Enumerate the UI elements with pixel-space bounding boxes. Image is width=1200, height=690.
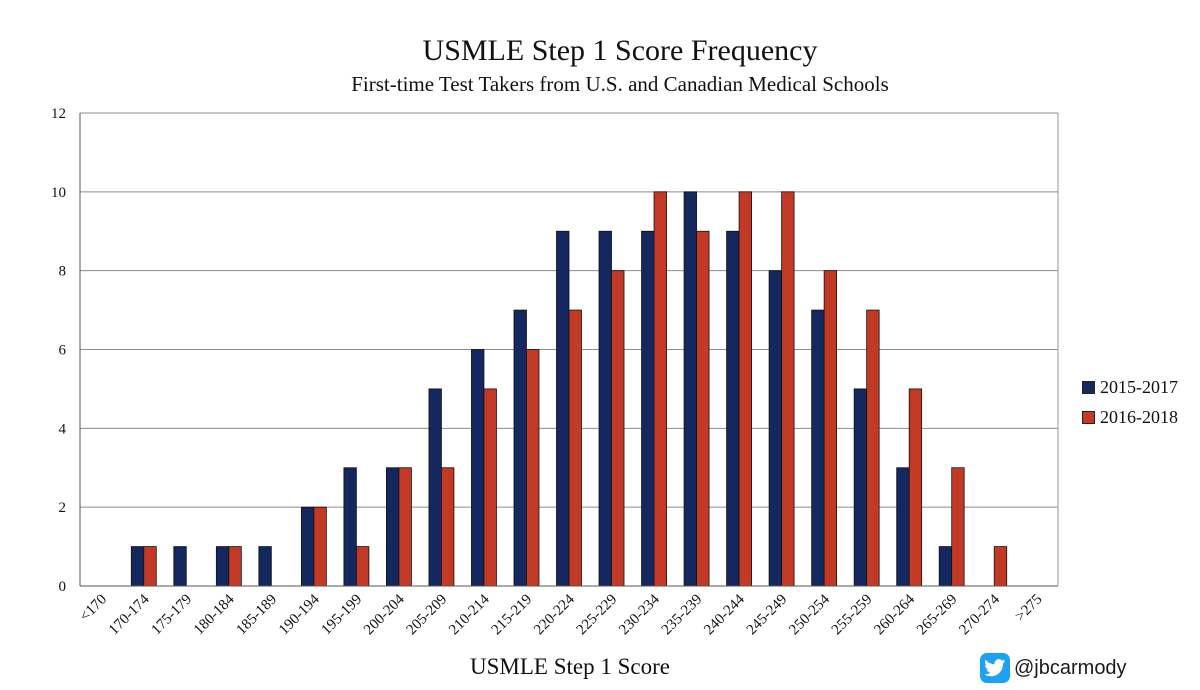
bar-1-12	[598, 230, 612, 587]
chart-title: USMLE Step 1 Score Frequency	[422, 34, 818, 67]
x-tick-label: 235-239	[659, 592, 706, 639]
bar-1-7	[386, 467, 400, 587]
x-tick-label: 250-254	[786, 591, 833, 638]
legend: 2015-2017 2016-2018	[1082, 372, 1178, 432]
x-axis-ticks: <170170-174175-179180-184185-189190-1941…	[77, 591, 1046, 638]
x-tick-label: 245-249	[744, 592, 791, 639]
bars	[130, 191, 1008, 587]
bar-2-20	[951, 467, 965, 587]
bar-1-5	[300, 506, 315, 587]
bar-1-10	[513, 309, 527, 587]
bar-2-8	[441, 467, 455, 587]
bar-2-14	[696, 230, 710, 587]
twitter-bird-icon	[980, 653, 1010, 683]
x-tick-label: 210-214	[446, 591, 493, 638]
x-tick-label: 255-259	[829, 592, 876, 639]
bar-2-19	[908, 388, 923, 587]
bar-1-17	[811, 309, 825, 587]
y-tick-label: 4	[59, 421, 67, 437]
x-tick-label: 265-269	[914, 592, 961, 639]
x-tick-label: 240-244	[701, 591, 748, 638]
axes	[79, 113, 1059, 587]
x-tick-label: 180-184	[191, 591, 238, 638]
bar-1-2	[173, 546, 187, 587]
bar-2-3	[228, 546, 242, 587]
bar-1-8	[428, 388, 442, 587]
bar-2-13	[653, 191, 667, 587]
legend-label-series-2: 2016-2018	[1100, 406, 1178, 427]
bar-1-18	[853, 388, 868, 587]
x-tick-label: 175-179	[148, 592, 195, 639]
bar-2-17	[823, 270, 838, 587]
bar-1-15	[726, 230, 740, 587]
bar-1-11	[556, 230, 570, 587]
x-tick-label: 220-224	[531, 591, 578, 638]
bar-1-19	[896, 467, 910, 587]
bar-1-1	[130, 546, 145, 587]
x-tick-label: <170	[77, 592, 110, 625]
legend-item-series-1: 2015-2017	[1082, 372, 1178, 402]
bar-2-1	[143, 546, 157, 587]
x-tick-label: 205-209	[404, 592, 451, 639]
x-tick-label: 215-219	[489, 592, 536, 639]
x-tick-label: 225-229	[574, 592, 621, 639]
x-tick-label: 260-264	[871, 591, 918, 638]
x-tick-label: 200-204	[361, 591, 408, 638]
bar-1-9	[471, 349, 485, 587]
bar-1-3	[215, 546, 230, 587]
bar-2-6	[355, 546, 370, 587]
chart-subtitle: First-time Test Takers from U.S. and Can…	[351, 72, 889, 96]
legend-label-series-1: 2015-2017	[1100, 376, 1178, 397]
bar-2-10	[526, 349, 540, 587]
y-tick-label: 2	[59, 500, 67, 516]
bar-1-6	[343, 467, 357, 587]
bar-1-20	[938, 546, 953, 587]
y-tick-label: 10	[51, 185, 66, 201]
bar-2-15	[738, 191, 752, 587]
bar-2-16	[781, 191, 795, 587]
bar-2-18	[866, 309, 880, 587]
bar-2-9	[483, 388, 497, 587]
x-tick-label: 230-234	[616, 591, 663, 638]
x-tick-label: 170-174	[106, 591, 153, 638]
x-tick-label: 190-194	[276, 591, 323, 638]
y-tick-label: 12	[51, 106, 66, 122]
bar-2-21	[993, 546, 1008, 587]
x-tick-label: 185-189	[234, 592, 281, 639]
bar-2-7	[398, 467, 412, 587]
y-tick-label: 6	[59, 343, 67, 359]
x-tick-label: 195-199	[319, 592, 366, 639]
author-handle: @jbcarmody	[1014, 656, 1127, 679]
y-tick-label: 8	[59, 264, 67, 280]
x-axis-title: USMLE Step 1 Score	[470, 654, 670, 679]
bar-2-11	[568, 309, 582, 587]
bar-2-12	[611, 270, 625, 587]
x-tick-label: >275	[1012, 592, 1045, 625]
bar-1-4	[258, 546, 272, 587]
bar-1-16	[768, 270, 783, 587]
legend-swatch-series-1	[1082, 380, 1095, 394]
y-axis-ticks: 0 2 4 6 8 10 12	[51, 106, 67, 595]
x-tick-label: 270-274	[956, 591, 1003, 638]
legend-item-series-2: 2016-2018	[1082, 402, 1178, 432]
legend-swatch-series-2	[1082, 410, 1095, 424]
bar-1-14	[683, 191, 697, 587]
bar-1-13	[641, 230, 655, 587]
y-tick-label: 0	[59, 579, 67, 595]
bar-2-5	[313, 506, 327, 587]
author-watermark: @jbcarmody	[980, 653, 1127, 683]
